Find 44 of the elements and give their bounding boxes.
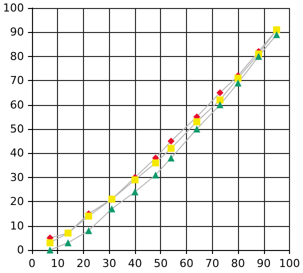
x-tick-label: 70: [205, 257, 220, 270]
x-tick-label: 50: [154, 257, 168, 270]
point: [168, 144, 175, 152]
y-tick-label: 90: [10, 26, 24, 39]
x-tick-label: 40: [128, 257, 142, 270]
x-tick-label: 90: [256, 257, 271, 270]
x-tick-label: 30: [102, 257, 116, 270]
point: [216, 89, 224, 96]
y-tick-label: 70: [10, 74, 24, 88]
point: [193, 126, 200, 132]
y-tick-label: 0: [16, 244, 24, 256]
y-tick-label: 100: [2, 2, 24, 14]
point: [234, 74, 242, 82]
point: [132, 176, 138, 184]
point: [46, 239, 54, 246]
x-tick-label: 80: [231, 257, 245, 270]
point: [193, 118, 200, 126]
point: [46, 246, 54, 254]
point: [168, 138, 175, 145]
x-tick-label: 0: [28, 257, 36, 270]
y-tick-label: 20: [10, 195, 24, 208]
y-tick-label: 40: [10, 146, 24, 160]
point: [216, 96, 224, 104]
point: [168, 154, 175, 162]
y-tick-label: 60: [10, 98, 24, 112]
y-tick-label: 30: [10, 170, 24, 184]
y-tick-label: 80: [10, 50, 24, 63]
y-tick-label: 10: [10, 219, 24, 232]
x-tick-label: 60: [180, 257, 194, 270]
point: [64, 239, 72, 246]
point: [132, 188, 138, 196]
point: [85, 212, 92, 220]
point: [216, 101, 224, 108]
point: [273, 31, 280, 38]
point: [152, 171, 160, 178]
x-tick-label: 10: [50, 257, 65, 270]
x-tick-label: 100: [279, 257, 300, 270]
point: [85, 227, 92, 234]
point: [152, 159, 160, 166]
y-tick-label: 50: [10, 122, 24, 136]
x-tick-label: 20: [76, 257, 90, 270]
point: [255, 52, 262, 60]
point: [234, 80, 242, 87]
point: [108, 205, 116, 212]
